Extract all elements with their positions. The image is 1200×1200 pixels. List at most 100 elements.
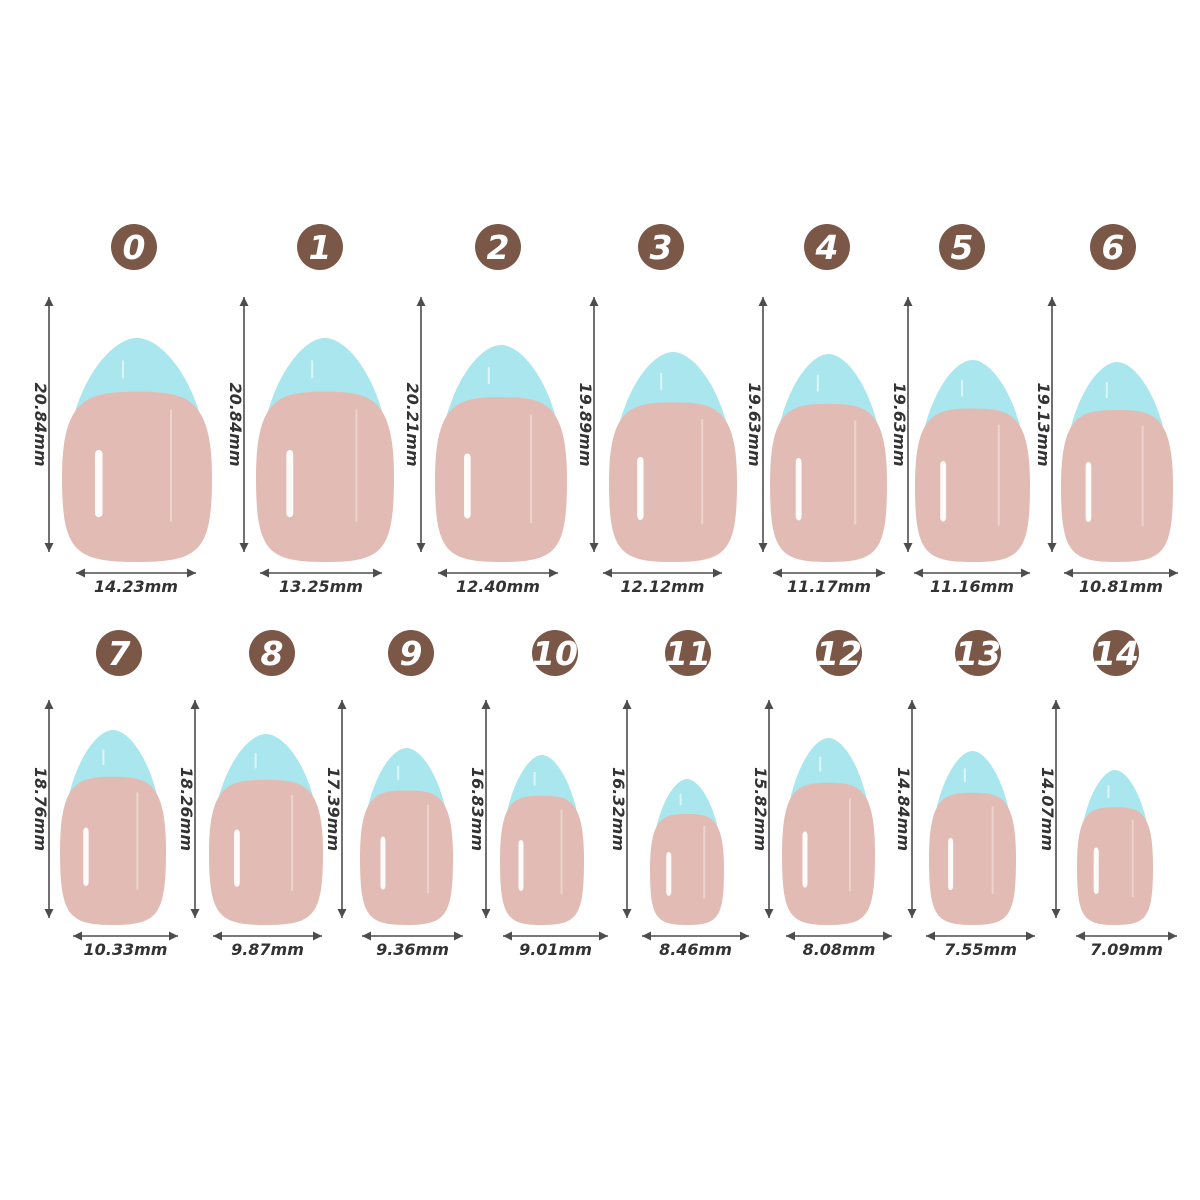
nail-highlight bbox=[1107, 785, 1110, 798]
width-arrow bbox=[926, 931, 1035, 941]
nail-highlight bbox=[819, 756, 822, 772]
length-label: 18.76mm bbox=[31, 767, 50, 851]
nail-highlight bbox=[701, 419, 704, 525]
nail-highlight bbox=[254, 753, 257, 769]
size-number-badge: 1 bbox=[297, 224, 343, 270]
size-number: 8 bbox=[261, 634, 284, 673]
size-number-badge: 12 bbox=[816, 630, 862, 676]
size-number-badge: 10 bbox=[532, 630, 578, 676]
nail-highlight bbox=[464, 453, 471, 519]
width-label: 11.16mm bbox=[930, 577, 1014, 596]
size-card: 1 20.84mm 13.25mm bbox=[226, 224, 394, 596]
nail-highlight bbox=[1085, 462, 1092, 522]
length-arrow bbox=[44, 297, 54, 552]
nail-illustration bbox=[929, 751, 1016, 925]
size-number-badge: 2 bbox=[475, 224, 521, 270]
width-label: 7.09mm bbox=[1090, 940, 1163, 959]
width-arrow bbox=[438, 568, 558, 578]
size-number: 0 bbox=[123, 228, 146, 267]
length-arrow bbox=[190, 700, 200, 918]
width-arrow bbox=[76, 568, 196, 578]
width-arrow bbox=[73, 931, 178, 941]
nail-illustration bbox=[360, 748, 453, 925]
size-number: 9 bbox=[400, 634, 423, 673]
size-card: 13 14.84mm 7.55mm bbox=[894, 630, 1035, 959]
size-number: 4 bbox=[815, 228, 839, 267]
size-card: 7 18.76mm 10.33mm bbox=[31, 630, 178, 959]
nail-highlight bbox=[95, 450, 103, 518]
nail-body bbox=[609, 402, 737, 562]
size-number-badge: 14 bbox=[1093, 630, 1139, 676]
size-card: 14 14.07mm 7.09mm bbox=[1038, 630, 1177, 959]
nail-illustration bbox=[915, 360, 1030, 562]
length-label: 14.07mm bbox=[1038, 767, 1057, 851]
width-label: 13.25mm bbox=[279, 577, 363, 596]
nail-highlight bbox=[291, 795, 294, 891]
width-arrow bbox=[642, 931, 749, 941]
nail-highlight bbox=[83, 827, 89, 886]
width-arrow bbox=[213, 931, 322, 941]
size-number-badge: 8 bbox=[249, 630, 295, 676]
length-label: 18.26mm bbox=[177, 767, 196, 851]
length-arrow bbox=[239, 297, 249, 552]
nail-body bbox=[650, 814, 724, 925]
nail-highlight bbox=[487, 366, 490, 385]
size-number: 14 bbox=[1093, 634, 1139, 673]
nail-body bbox=[209, 779, 323, 925]
nail-illustration bbox=[650, 779, 724, 925]
width-label: 12.40mm bbox=[456, 577, 540, 596]
nail-highlight bbox=[380, 836, 386, 890]
nail-illustration bbox=[256, 338, 394, 562]
size-number-badge: 0 bbox=[111, 224, 157, 270]
nail-highlight bbox=[816, 374, 819, 392]
width-arrow bbox=[603, 568, 722, 578]
width-arrow bbox=[786, 931, 892, 941]
width-arrow bbox=[362, 931, 463, 941]
length-label: 19.63mm bbox=[890, 383, 909, 467]
nail-highlight bbox=[1141, 426, 1144, 526]
nail-body bbox=[782, 782, 875, 925]
size-number-badge: 11 bbox=[665, 630, 711, 676]
width-label: 9.01mm bbox=[519, 940, 592, 959]
nail-illustration bbox=[500, 755, 584, 925]
length-label: 19.63mm bbox=[745, 383, 764, 467]
size-number: 3 bbox=[650, 228, 673, 267]
length-label: 16.83mm bbox=[468, 767, 487, 851]
size-number: 13 bbox=[955, 634, 1001, 673]
nail-body bbox=[1061, 410, 1173, 562]
size-card: 6 19.13mm 10.81mm bbox=[1034, 224, 1178, 596]
nail-highlight bbox=[426, 804, 429, 894]
width-arrow bbox=[773, 568, 885, 578]
nail-highlight bbox=[679, 793, 682, 806]
length-arrow bbox=[1051, 700, 1061, 918]
nail-highlight bbox=[122, 360, 124, 379]
size-number-badge: 5 bbox=[939, 224, 985, 270]
nail-highlight bbox=[533, 772, 536, 786]
size-number-badge: 3 bbox=[638, 224, 684, 270]
width-label: 8.46mm bbox=[659, 940, 732, 959]
length-label: 16.32mm bbox=[609, 767, 628, 851]
size-card: 3 19.89mm 12.12mm bbox=[576, 224, 737, 596]
width-label: 8.08mm bbox=[803, 940, 876, 959]
nail-highlight bbox=[848, 797, 851, 892]
length-arrow bbox=[44, 700, 54, 918]
nail-highlight bbox=[170, 409, 172, 522]
width-arrow bbox=[260, 568, 382, 578]
length-label: 14.84mm bbox=[894, 767, 913, 851]
size-card: 11 16.32mm 8.46mm bbox=[609, 630, 749, 959]
length-arrow bbox=[764, 700, 774, 918]
nail-highlight bbox=[795, 458, 802, 521]
nail-body bbox=[500, 795, 584, 925]
nail-highlight bbox=[703, 825, 706, 899]
size-number: 5 bbox=[951, 228, 974, 267]
size-number-badge: 6 bbox=[1090, 224, 1136, 270]
nail-body bbox=[360, 790, 453, 925]
size-card: 10 16.83mm 9.01mm bbox=[468, 630, 608, 959]
size-card: 8 18.26mm 9.87mm bbox=[177, 630, 323, 959]
width-label: 10.81mm bbox=[1079, 577, 1163, 596]
width-label: 9.87mm bbox=[231, 940, 304, 959]
length-label: 20.84mm bbox=[226, 383, 245, 467]
size-number-badge: 13 bbox=[955, 630, 1001, 676]
nail-illustration bbox=[435, 345, 567, 562]
